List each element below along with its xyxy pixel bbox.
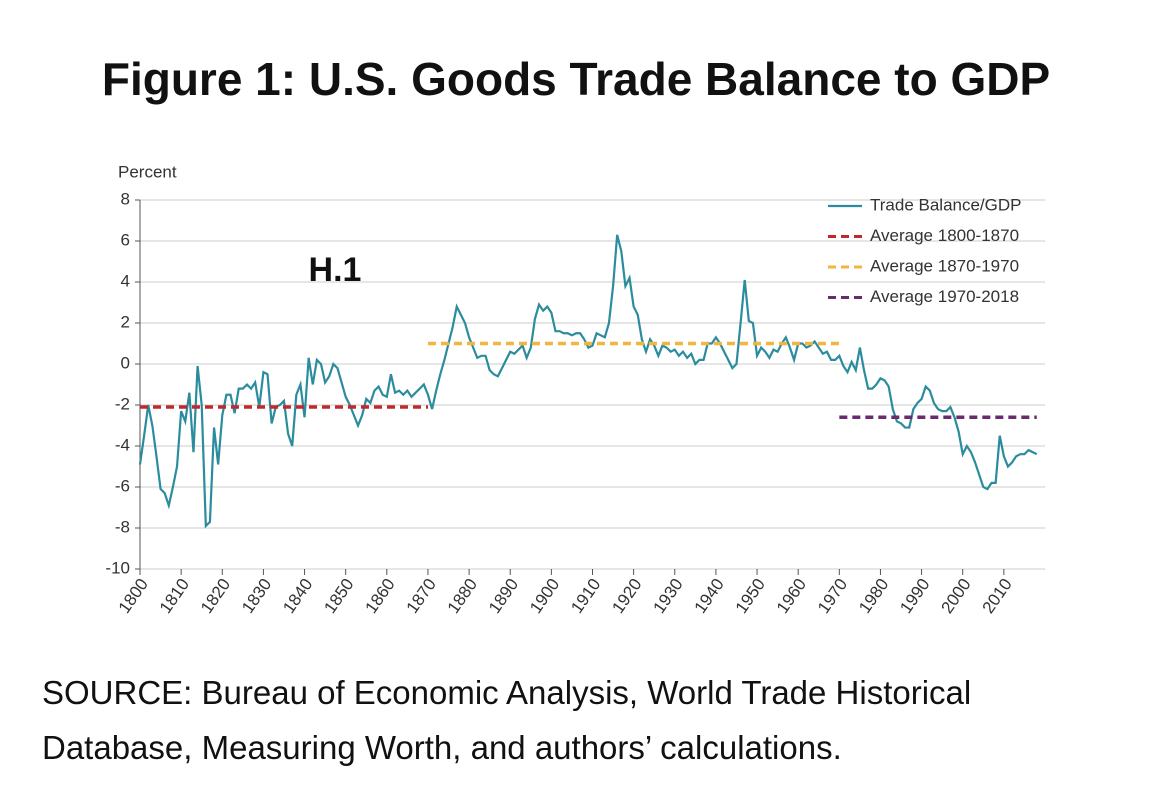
y-tick-label: -4 <box>115 435 130 454</box>
x-tick-label: 1970 <box>814 575 851 617</box>
x-tick-label: 1980 <box>855 575 892 617</box>
y-tick-label: -8 <box>115 517 130 536</box>
x-tick-label: 2000 <box>937 575 974 617</box>
legend-label: Average 1870-1970 <box>870 256 1019 275</box>
y-tick-label: 4 <box>121 271 130 290</box>
x-tick-label: 1900 <box>526 575 563 617</box>
y-tick-label: 6 <box>121 230 130 249</box>
x-tick-label: 1990 <box>896 575 933 617</box>
y-tick-label: -10 <box>105 558 130 577</box>
x-tick-label: 1870 <box>403 575 440 617</box>
legend-label: Trade Balance/GDP <box>870 195 1022 214</box>
y-tick-label: -6 <box>115 476 130 495</box>
legend-label: Average 1970-2018 <box>870 287 1019 306</box>
legend-label: Average 1800-1870 <box>870 226 1019 245</box>
source-line: SOURCE: Bureau of Economic Analysis, Wor… <box>42 674 972 711</box>
y-tick-label: -2 <box>115 394 130 413</box>
source-line: Database, Measuring Worth, and authors’ … <box>42 729 842 766</box>
chart: Percent H.1 -10 -8 -6 -4 -2 0 2 4 6 8 1800 1810 1820… <box>105 162 1045 617</box>
x-tick-label: 1820 <box>197 575 234 617</box>
y-axis-label: Percent <box>118 162 177 181</box>
x-tick-label: 1950 <box>732 575 769 617</box>
x-tick-label: 1800 <box>115 575 152 617</box>
annotation: H.1 <box>309 251 362 289</box>
x-tick-label: 1920 <box>608 575 645 617</box>
x-tick-label: 1840 <box>279 575 316 617</box>
y-tick-label: 8 <box>121 189 130 208</box>
y-tick-label: 0 <box>121 353 130 372</box>
x-tick-label: 1910 <box>567 575 604 617</box>
y-tick-label: 2 <box>121 312 130 331</box>
x-tick-label: 1860 <box>362 575 399 617</box>
x-tick-label: 1850 <box>320 575 357 617</box>
series-line <box>138 234 1038 529</box>
x-tick-label: 1810 <box>156 575 193 617</box>
x-tick-label: 1960 <box>773 575 810 617</box>
x-tick-label: 1830 <box>238 575 275 617</box>
x-tick-label: 1880 <box>444 575 481 617</box>
chart-title: Figure 1: U.S. Goods Trade Balance to GD… <box>101 53 1051 105</box>
x-tick-label: 1890 <box>485 575 522 617</box>
x-tick-label: 1940 <box>691 575 728 617</box>
x-tick-label: 1930 <box>649 575 686 617</box>
x-tick-label: 2010 <box>979 575 1016 617</box>
